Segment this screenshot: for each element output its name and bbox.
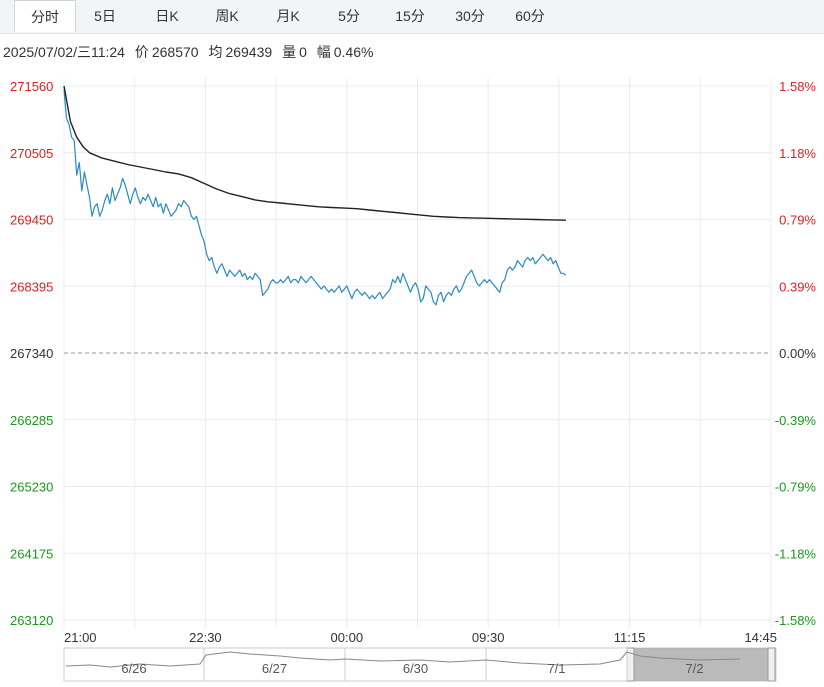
pct-tick-label: 1.18% <box>779 146 816 161</box>
change-value: 0.46% <box>333 44 374 60</box>
tab-daily-k[interactable]: 日K <box>155 8 179 24</box>
price-label: 价 <box>134 44 149 60</box>
pct-tick-label: -0.39% <box>775 413 817 428</box>
tab-weekly-k[interactable]: 周K <box>215 8 239 24</box>
y-tick-label: 269450 <box>10 213 53 228</box>
navigator-trend-line <box>65 651 741 668</box>
x-tick-label: 09:30 <box>472 630 505 645</box>
pct-tick-label: 1.58% <box>779 79 816 94</box>
quote-datetime: 2025/07/02/三11:24 <box>3 44 125 60</box>
pct-tick-label: 0.00% <box>779 346 816 361</box>
navigator-date-label: 7/2 <box>685 661 703 676</box>
tab-monthly-k[interactable]: 月K <box>276 8 300 24</box>
tab-60min[interactable]: 60分 <box>515 8 545 24</box>
tab-30min[interactable]: 30分 <box>455 8 485 24</box>
avg-label: 均 <box>208 44 223 60</box>
y-tick-label: 267340 <box>10 346 53 361</box>
change-label: 幅 <box>316 44 331 60</box>
y-tick-label: 268395 <box>10 279 53 294</box>
pct-tick-label: -1.58% <box>775 613 817 628</box>
avg-line <box>63 85 566 221</box>
price-line <box>63 89 567 306</box>
navigator-date-label: 7/1 <box>547 661 565 676</box>
x-tick-label: 21:00 <box>64 630 97 645</box>
navigator-date-label: 6/30 <box>403 661 428 676</box>
x-tick-label: 22:30 <box>189 630 222 645</box>
volume-value: 0 <box>299 44 307 60</box>
x-tick-label: 00:00 <box>331 630 364 645</box>
tab-5day[interactable]: 5日 <box>94 8 116 24</box>
y-tick-label: 266285 <box>10 413 53 428</box>
tab-15min[interactable]: 15分 <box>395 8 425 24</box>
volume-label: 量 <box>282 44 297 60</box>
navigator-window <box>634 648 768 681</box>
pct-tick-label: -0.79% <box>775 480 817 495</box>
y-tick-label: 265230 <box>10 480 53 495</box>
navigator-date-label: 6/27 <box>262 661 287 676</box>
pct-tick-label: 0.79% <box>779 213 816 228</box>
pct-tick-label: 0.39% <box>779 279 816 294</box>
tab-5min[interactable]: 5分 <box>338 8 360 24</box>
avg-value: 269439 <box>225 44 273 60</box>
navigator-right-handle <box>767 647 776 682</box>
navigator-date-label: 6/26 <box>121 661 146 676</box>
y-tick-label: 263120 <box>10 613 53 628</box>
x-tick-label: 14:45 <box>744 630 777 645</box>
period-tabs: 分时 5日 日K 周K 月K 5分 15分 30分 60分 <box>0 0 824 34</box>
price-value: 268570 <box>151 44 199 60</box>
y-tick-label: 264175 <box>10 546 53 561</box>
x-tick-label: 11:15 <box>614 630 646 645</box>
tab-intraday[interactable]: 分时 <box>14 0 76 32</box>
pct-tick-label: -1.18% <box>775 546 817 561</box>
y-tick-label: 271560 <box>10 79 53 94</box>
y-tick-label: 270505 <box>10 146 53 161</box>
